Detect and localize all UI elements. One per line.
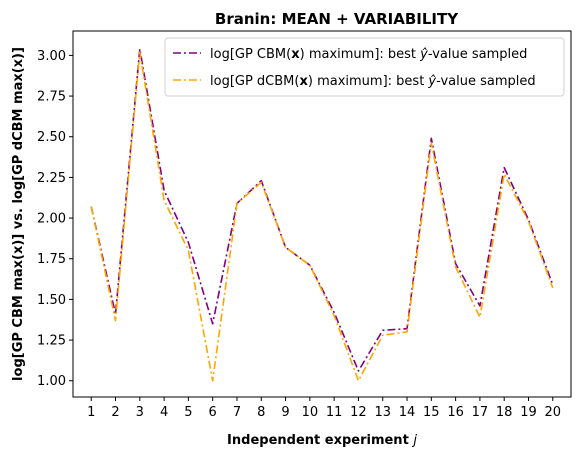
y-tick-label: 3.00 xyxy=(37,49,66,64)
legend-label-dcbm: log[GP dCBM(x) maximum]: best ŷ-value sa… xyxy=(210,74,536,89)
y-tick-label: 1.25 xyxy=(37,334,66,349)
x-tick-label: 1 xyxy=(87,405,95,420)
x-tick-label: 12 xyxy=(350,405,367,420)
x-tick-label: 3 xyxy=(136,405,144,420)
x-tick-label: 10 xyxy=(302,405,319,420)
x-tick-label: 6 xyxy=(209,405,217,420)
plot-area-frame xyxy=(72,30,572,398)
x-tick-label: 17 xyxy=(472,405,489,420)
x-tick-label: 15 xyxy=(423,405,440,420)
y-tick-label: 1.50 xyxy=(37,293,66,308)
legend-label-cbm: log[GP CBM(x) maximum]: best ŷ-value sam… xyxy=(210,47,527,62)
x-tick-label: 7 xyxy=(233,405,241,420)
x-tick-label: 16 xyxy=(447,405,464,420)
legend-entry-dcbm: log[GP dCBM(x) maximum]: best ŷ-value sa… xyxy=(173,74,536,89)
x-tick-label: 4 xyxy=(160,405,168,420)
x-axis: 1 2 3 4 5 6 7 8 9 10 11 12 13 14 15 16 17 18 19 20 xyxy=(87,397,561,420)
x-axis-label: Independent experiment j xyxy=(227,433,417,448)
legend-frame xyxy=(164,37,565,97)
y-tick-label: 2.25 xyxy=(37,171,66,186)
x-tick-label: 5 xyxy=(184,405,192,420)
y-tick-label: 2.50 xyxy=(37,130,66,145)
y-axis-label: log[GP CBM max(x)] vs. log[GP dCBM max(x… xyxy=(11,47,26,381)
y-axis: 1.00 1.25 1.50 1.75 2.00 2.25 2.50 2.75 3.00 xyxy=(37,49,73,389)
x-tick-label: 14 xyxy=(399,405,416,420)
y-tick-label: 1.75 xyxy=(37,252,66,267)
x-tick-label: 2 xyxy=(111,405,119,420)
x-tick-label: 13 xyxy=(374,405,391,420)
series-line-0 xyxy=(90,48,554,372)
x-tick-label: 20 xyxy=(545,405,562,420)
y-tick-label: 2.75 xyxy=(37,90,66,105)
x-tick-label: 9 xyxy=(281,405,289,420)
legend: log[GP CBM(x) maximum]: best ŷ-value sam… xyxy=(164,37,565,97)
x-tick-label: 8 xyxy=(257,405,265,420)
x-tick-label: 19 xyxy=(520,405,537,420)
y-tick-label: 1.00 xyxy=(37,374,66,389)
x-tick-label: 11 xyxy=(326,405,343,420)
series-line-1 xyxy=(90,51,554,382)
x-tick-label: 18 xyxy=(496,405,513,420)
y-tick-label: 2.00 xyxy=(37,212,66,227)
legend-entry-cbm: log[GP CBM(x) maximum]: best ŷ-value sam… xyxy=(173,47,527,62)
series-lines xyxy=(90,48,554,382)
chart-title: Branin: MEAN + VARIABILITY xyxy=(215,10,459,28)
